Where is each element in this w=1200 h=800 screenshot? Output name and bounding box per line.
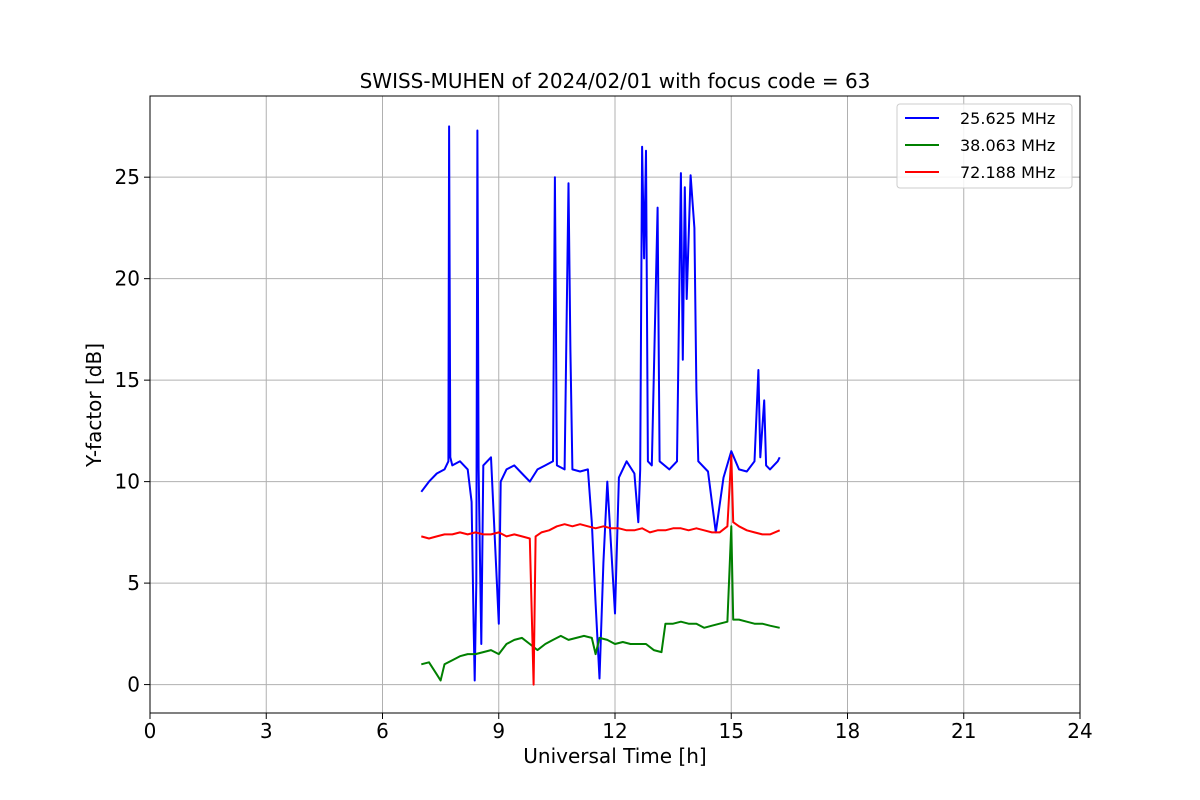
x-tick-label: 12: [602, 719, 627, 743]
legend-label-1: 38.063 MHz: [960, 136, 1055, 155]
x-tick-label: 9: [492, 719, 505, 743]
series-line-0: [420, 125, 781, 682]
x-tick-label: 21: [951, 719, 976, 743]
x-tick-label: 0: [144, 719, 157, 743]
x-tick-label: 15: [719, 719, 744, 743]
series-line-1: [421, 525, 780, 682]
y-tick-label: 0: [127, 673, 140, 697]
series-line-2: [421, 454, 781, 686]
x-tick-label: 6: [376, 719, 389, 743]
chart-title: SWISS-MUHEN of 2024/02/01 with focus cod…: [360, 69, 871, 93]
x-axis-label: Universal Time [h]: [523, 744, 706, 768]
x-tick-label: 18: [835, 719, 860, 743]
x-tick-label: 3: [260, 719, 273, 743]
y-axis-ticks: 0 5 10 15 20 25: [115, 165, 150, 697]
legend: 25.625 MHz 38.063 MHz 72.188 MHz: [896, 103, 1073, 189]
legend-box: [896, 103, 1073, 189]
y-axis-label: Y-factor [dB]: [82, 343, 106, 468]
series-layer: [420, 125, 781, 686]
y-tick-label: 10: [115, 470, 140, 494]
y-tick-label: 5: [127, 571, 140, 595]
x-tick-label: 24: [1067, 719, 1092, 743]
y-tick-label: 15: [115, 368, 140, 392]
legend-label-2: 72.188 MHz: [960, 163, 1055, 182]
y-tick-label: 25: [115, 165, 140, 189]
x-axis-ticks: 0 3 6 9 12 15 18 21 24: [144, 713, 1093, 743]
legend-label-0: 25.625 MHz: [960, 109, 1055, 128]
y-tick-label: 20: [115, 267, 140, 291]
